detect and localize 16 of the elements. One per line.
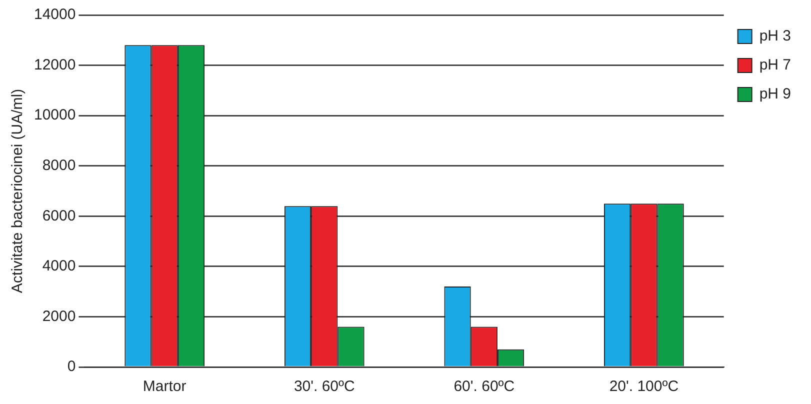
x-tick-label: 60'. 60ºC — [454, 378, 515, 396]
y-tick-label: 10000 — [34, 106, 76, 124]
y-tick-label: 0 — [67, 358, 76, 376]
x-tick-label: 30'. 60ºC — [294, 378, 355, 396]
legend-label: pH 9 — [759, 86, 792, 103]
y-axis-title: Activitate bacteriocinei (UA/ml) — [9, 88, 26, 294]
legend-label: pH 7 — [759, 56, 792, 74]
x-tick-label: 20'. 100ºC — [609, 378, 679, 396]
y-tick-label: 2000 — [42, 308, 76, 325]
y-tick-label: 12000 — [34, 56, 76, 74]
y-tick-label: 8000 — [42, 157, 76, 174]
y-tick-label: 14000 — [34, 6, 76, 24]
x-tick-label: Martor — [142, 378, 186, 396]
y-tick-label: 6000 — [42, 207, 76, 224]
y-tick-label: 4000 — [42, 258, 76, 275]
legend-label: pH 3 — [759, 28, 792, 45]
